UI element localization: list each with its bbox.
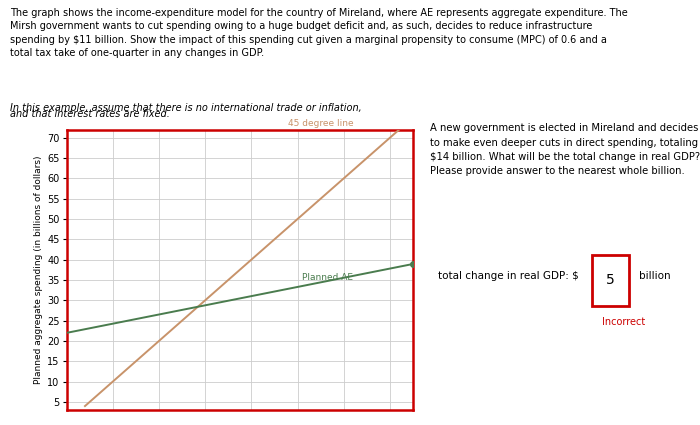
Y-axis label: Planned aggregate spending (in billions of dollars): Planned aggregate spending (in billions … xyxy=(34,156,43,384)
Text: Incorrect: Incorrect xyxy=(602,317,645,327)
Text: 45 degree line: 45 degree line xyxy=(288,119,354,128)
Bar xyxy=(592,255,629,306)
Text: A new government is elected in Mireland and decides
to make even deeper cuts in : A new government is elected in Mireland … xyxy=(430,123,700,176)
Text: The graph shows the income-expenditure model for the country of Mireland, where : The graph shows the income-expenditure m… xyxy=(10,8,628,59)
Text: total change in real GDP: $: total change in real GDP: $ xyxy=(438,271,579,281)
Text: and that interest rates are fixed.: and that interest rates are fixed. xyxy=(10,109,170,119)
Text: 5: 5 xyxy=(606,274,615,287)
Text: In this example, assume that there is no international trade or inflation,: In this example, assume that there is no… xyxy=(10,103,362,113)
Text: Planned AE: Planned AE xyxy=(302,273,353,282)
Text: billion: billion xyxy=(639,271,671,281)
